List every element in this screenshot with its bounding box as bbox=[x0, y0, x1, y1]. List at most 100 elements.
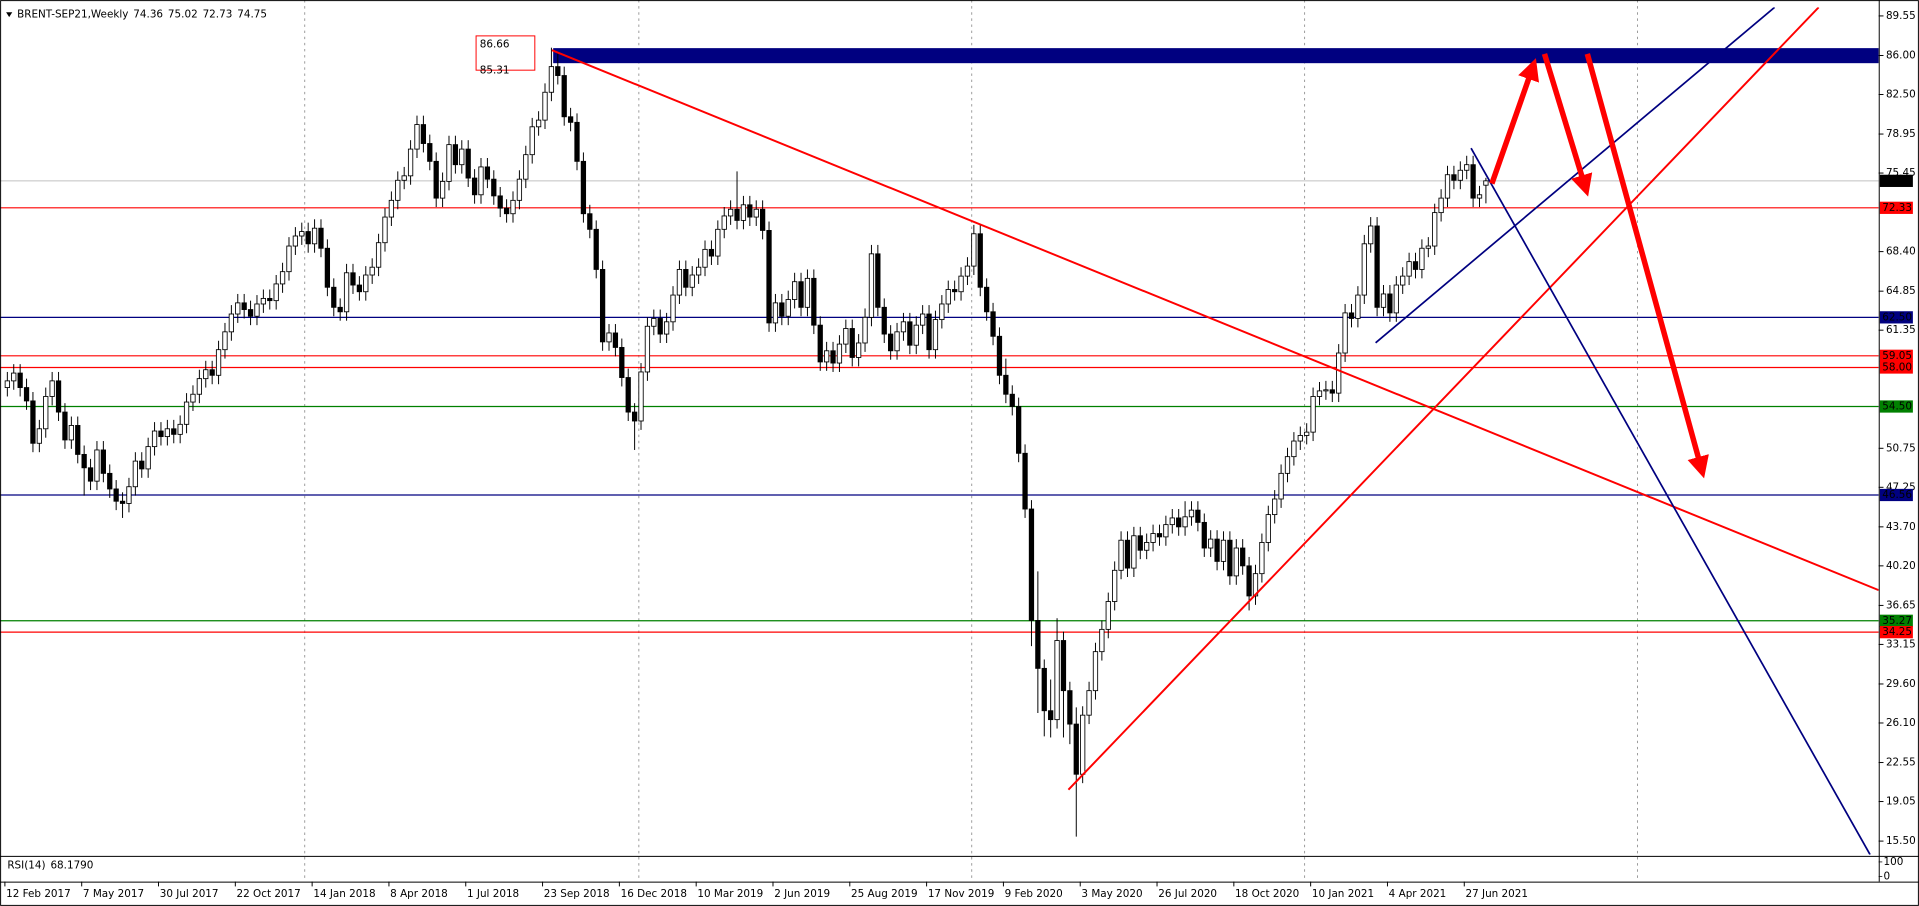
candle-body bbox=[561, 75, 567, 118]
rsi-name: RSI(14) bbox=[7, 860, 45, 872]
candle-body bbox=[1457, 169, 1463, 181]
projection-arrow bbox=[1541, 53, 1593, 197]
level-label-box bbox=[1879, 201, 1913, 214]
candle-body bbox=[843, 328, 849, 345]
x-tick-label: 7 May 2017 bbox=[83, 888, 144, 900]
candle-body bbox=[875, 253, 881, 308]
candle-body bbox=[574, 121, 580, 162]
candle-body bbox=[254, 303, 260, 317]
candle-body bbox=[420, 124, 427, 144]
candle-body bbox=[1470, 164, 1476, 199]
candle-body bbox=[164, 428, 170, 438]
candle-body bbox=[452, 144, 459, 166]
candle-body bbox=[1028, 508, 1035, 621]
candle-body bbox=[465, 148, 471, 179]
candle-body bbox=[446, 144, 452, 182]
candle-body bbox=[1355, 294, 1361, 319]
candle-body bbox=[567, 116, 574, 123]
y-tick-label: 61.35 bbox=[1886, 324, 1916, 336]
candle-body bbox=[670, 294, 676, 323]
candle-body bbox=[356, 284, 363, 293]
trend-line bbox=[551, 49, 1879, 592]
candle-body bbox=[587, 213, 593, 230]
candle-body bbox=[1476, 194, 1483, 199]
candle-body bbox=[1464, 164, 1470, 171]
candle-body bbox=[529, 126, 535, 156]
candle-body bbox=[75, 425, 81, 455]
candle-body bbox=[1412, 261, 1419, 270]
candle-body bbox=[1099, 628, 1105, 653]
x-tick-label: 27 Jun 2021 bbox=[1465, 888, 1528, 900]
candle-body bbox=[1112, 569, 1118, 602]
candle-body bbox=[913, 324, 919, 346]
candle-body bbox=[292, 235, 299, 247]
candle-body bbox=[638, 371, 644, 422]
candle-body bbox=[158, 430, 164, 438]
candle-body bbox=[1361, 243, 1367, 296]
candle-body bbox=[548, 66, 555, 93]
candle-body bbox=[785, 299, 791, 317]
candle-body bbox=[81, 453, 87, 469]
candle-body bbox=[702, 248, 708, 268]
candle-body bbox=[830, 350, 836, 364]
candle-body bbox=[759, 208, 766, 231]
x-tick-label: 26 Jul 2020 bbox=[1158, 888, 1217, 900]
menu-icon[interactable] bbox=[6, 12, 13, 18]
candle-body bbox=[836, 343, 843, 364]
candle-body bbox=[1009, 393, 1015, 407]
candle-body bbox=[766, 230, 772, 324]
candle-body bbox=[1163, 524, 1169, 538]
candle-body bbox=[606, 332, 612, 343]
level-label: 54.50 bbox=[1882, 401, 1912, 413]
candle-body bbox=[663, 321, 670, 335]
candle-body bbox=[427, 143, 433, 162]
level-label: 59.05 bbox=[1882, 350, 1912, 362]
x-tick-label: 3 May 2020 bbox=[1081, 888, 1142, 900]
candle-body bbox=[747, 204, 753, 218]
candle-body bbox=[30, 400, 36, 444]
candle-body bbox=[1201, 521, 1207, 549]
candle-body bbox=[1220, 539, 1227, 562]
candle-body bbox=[1144, 542, 1150, 551]
level-label-box bbox=[1879, 361, 1913, 374]
projection-arrow bbox=[1584, 53, 1709, 479]
candle-body bbox=[196, 378, 202, 395]
candle-body bbox=[676, 269, 683, 296]
candle-body bbox=[311, 227, 318, 245]
candle-body bbox=[971, 233, 977, 267]
candle-body bbox=[100, 449, 106, 474]
candle-body bbox=[689, 274, 695, 288]
candle-body bbox=[1188, 509, 1195, 518]
candle-body bbox=[516, 178, 523, 201]
x-tick-label: 30 Jul 2017 bbox=[160, 888, 219, 900]
header-open: 74.36 bbox=[133, 9, 163, 21]
candle-body bbox=[1342, 312, 1348, 354]
candle-body bbox=[4, 380, 10, 388]
candle-body bbox=[817, 324, 823, 363]
candle-body bbox=[1137, 535, 1143, 551]
candle-body bbox=[510, 199, 516, 215]
current-price-box bbox=[1879, 174, 1913, 187]
candle-body bbox=[1272, 498, 1278, 516]
y-tick-label: 22.55 bbox=[1886, 757, 1916, 769]
rsi-value: 68.1790 bbox=[50, 860, 93, 872]
y-tick-label: 40.20 bbox=[1886, 560, 1916, 572]
candle-body bbox=[439, 180, 446, 199]
candle-body bbox=[1118, 539, 1124, 571]
candle-body bbox=[881, 306, 887, 335]
level-label-box bbox=[1879, 626, 1913, 639]
candle-body bbox=[1214, 538, 1220, 562]
candle-body bbox=[471, 177, 478, 196]
candle-body bbox=[1156, 533, 1163, 538]
drawings bbox=[551, 7, 1879, 855]
x-tick-label: 16 Dec 2018 bbox=[621, 888, 687, 900]
candle-body bbox=[798, 281, 804, 308]
candle-body bbox=[824, 350, 830, 363]
candle-body bbox=[523, 154, 529, 180]
y-tick-label: 29.60 bbox=[1886, 678, 1916, 690]
candle-body bbox=[900, 321, 907, 333]
candle-body bbox=[907, 321, 913, 346]
candle-body bbox=[952, 289, 958, 293]
candle-body bbox=[209, 369, 215, 376]
